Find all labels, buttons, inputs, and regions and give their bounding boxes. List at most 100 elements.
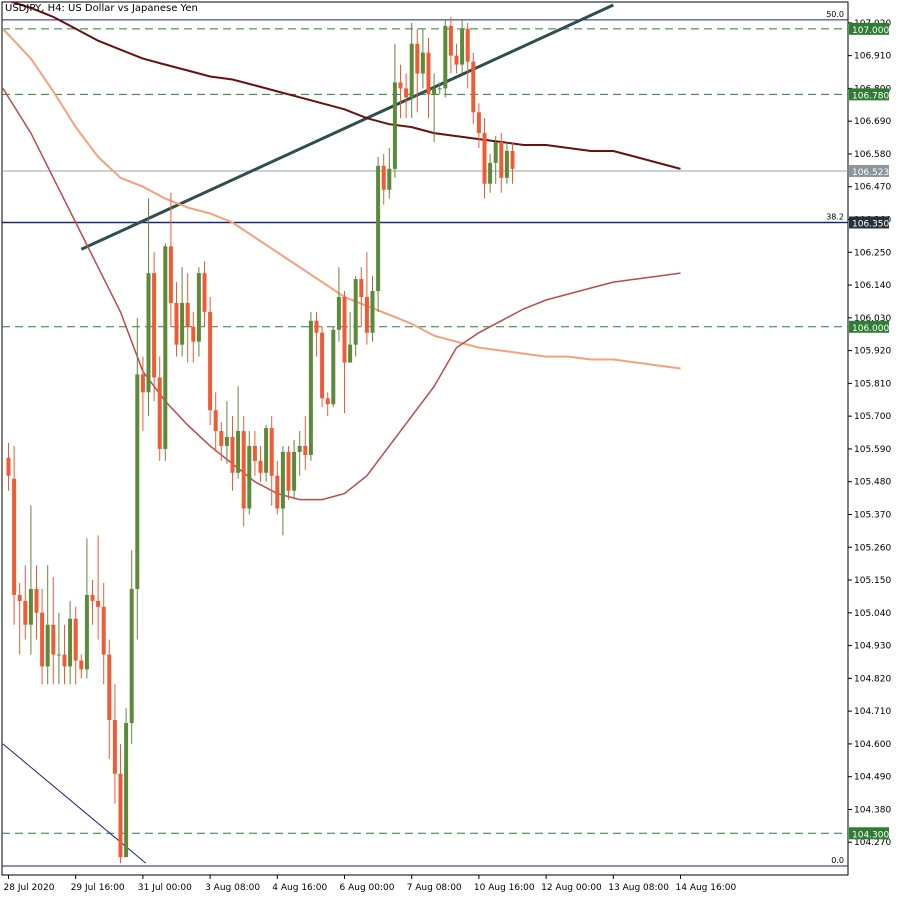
candle-body (241, 431, 246, 509)
level-price-label: 106.000 (852, 324, 889, 334)
candle-body (359, 279, 364, 297)
candle-body (73, 618, 78, 661)
candle-body (180, 302, 185, 345)
candle-body (112, 720, 117, 774)
level-price-label: 107.000 (852, 26, 889, 36)
y-tick-label: 104.490 (854, 773, 891, 783)
candle-body (325, 398, 330, 405)
candle (224, 401, 229, 464)
candle (264, 425, 269, 482)
candle (314, 311, 319, 357)
candle (320, 326, 325, 408)
candle (140, 356, 145, 432)
candle-body (219, 431, 224, 446)
candle-body (101, 606, 106, 655)
candle (129, 550, 134, 744)
moving-average-line (2, 28, 681, 370)
candle (230, 416, 235, 491)
candle-body (6, 457, 11, 476)
candle-body (68, 618, 73, 667)
candle-body (275, 475, 280, 509)
chart-title: USDJPY, H4: US Dollar vs Japanese Yen (5, 3, 198, 14)
candle (196, 267, 201, 357)
candle (51, 577, 56, 685)
candle-body (297, 445, 302, 452)
x-tick-label: 31 Jul 00:00 (138, 883, 192, 893)
candle (90, 580, 95, 625)
y-tick-label: 106.470 (854, 183, 891, 193)
candle-body (336, 296, 341, 330)
candle (432, 73, 437, 143)
candle (398, 64, 403, 119)
candle-body (308, 320, 313, 455)
candle (68, 600, 73, 685)
candle-body (437, 88, 442, 90)
candle-body (381, 165, 386, 190)
candle-body (392, 82, 397, 169)
candle (174, 282, 179, 357)
y-tick-label: 105.700 (854, 412, 891, 422)
candle-body (488, 162, 493, 184)
candle (96, 535, 101, 640)
candle (387, 147, 392, 199)
candle-body (90, 594, 95, 601)
candle-body (448, 25, 453, 56)
candle (292, 439, 297, 500)
y-tick-label: 106.910 (854, 52, 891, 62)
x-tick-label: 6 Aug 00:00 (340, 883, 395, 893)
candle-body (124, 723, 129, 858)
candle (482, 118, 487, 199)
candle-body (84, 594, 89, 670)
candle (465, 22, 470, 89)
level-price-label: 106.350 (852, 219, 889, 229)
candle-body (230, 437, 235, 473)
candle-body (409, 43, 414, 98)
candle (252, 431, 257, 476)
fib-label: 50.0 (826, 10, 844, 19)
candle (376, 156, 381, 312)
candle-body (107, 654, 112, 721)
candle (359, 267, 364, 327)
y-tick-label: 105.810 (854, 379, 891, 389)
candle (488, 153, 493, 193)
candle (493, 136, 498, 184)
candle (12, 445, 17, 625)
candle-body (129, 588, 134, 724)
candle (348, 311, 353, 363)
candle-body (415, 43, 420, 74)
candle (112, 684, 117, 804)
plot-frame (1, 1, 849, 876)
candle (342, 291, 347, 414)
candle-body (258, 460, 263, 473)
candle (236, 386, 241, 479)
candle (471, 52, 476, 125)
candle (17, 583, 22, 655)
y-tick-label: 104.930 (854, 642, 891, 652)
candle (208, 296, 213, 426)
y-tick-label: 105.590 (854, 445, 891, 455)
x-tick-label: 7 Aug 08:00 (407, 883, 462, 893)
candle-body (331, 329, 336, 405)
candle (191, 311, 196, 363)
candle (118, 743, 123, 864)
candle (353, 276, 358, 357)
level-price-box (849, 88, 889, 101)
candle (370, 276, 375, 342)
candle (426, 37, 431, 119)
y-tick-label: 104.710 (854, 707, 891, 717)
candle-body (45, 624, 50, 667)
candle (275, 460, 280, 515)
candle-body (398, 82, 403, 89)
candle-body (252, 445, 257, 461)
candle-body (510, 150, 515, 169)
candle-body (17, 594, 22, 601)
candle (448, 16, 453, 74)
candle-body (163, 246, 168, 449)
candle (23, 565, 28, 640)
candle (454, 43, 459, 74)
candle (213, 392, 218, 452)
y-tick-label: 106.690 (854, 117, 891, 127)
y-tick-label: 105.040 (854, 609, 891, 619)
